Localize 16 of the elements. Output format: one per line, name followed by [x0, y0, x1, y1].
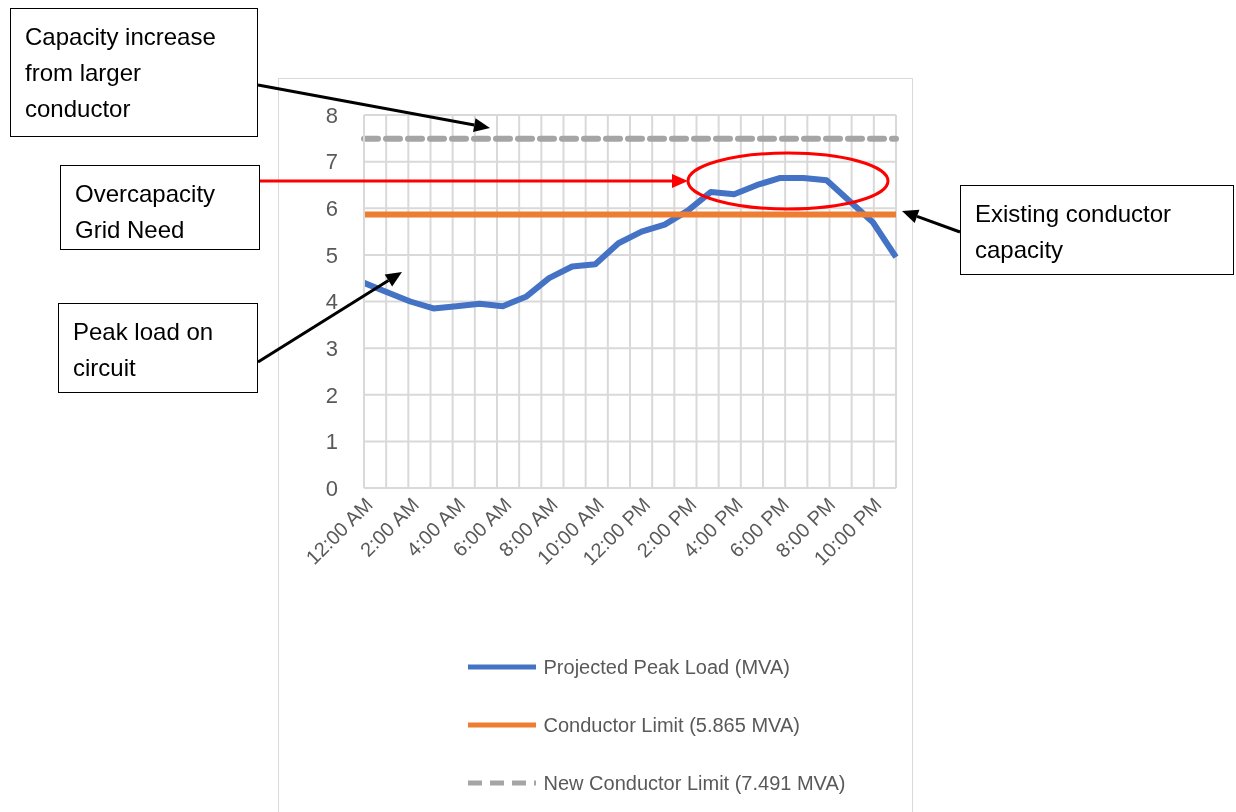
text: Capacity increase from larger conductor	[10, 8, 258, 137]
y-tick-label: 4	[325, 289, 338, 315]
text: Overcapacity Grid Need	[60, 165, 260, 250]
text: Peak load on circuit	[58, 303, 258, 393]
legend-label: Projected Peak Load (MVA)	[543, 655, 790, 679]
legend-label: Conductor Limit (5.865 MVA)	[543, 713, 800, 737]
text: Existing conductor capacity	[960, 185, 1234, 275]
y-tick-label: 5	[325, 242, 338, 268]
y-tick-label: 8	[325, 102, 338, 128]
y-tick-label: 7	[325, 149, 338, 175]
y-tick-label: 0	[325, 475, 338, 501]
y-tick-label: 3	[325, 335, 338, 361]
y-tick-label: 1	[325, 429, 338, 455]
y-tick-label: 6	[325, 196, 338, 222]
legend-label: New Conductor Limit (7.491 MVA)	[543, 771, 846, 795]
y-tick-label: 2	[325, 382, 338, 408]
